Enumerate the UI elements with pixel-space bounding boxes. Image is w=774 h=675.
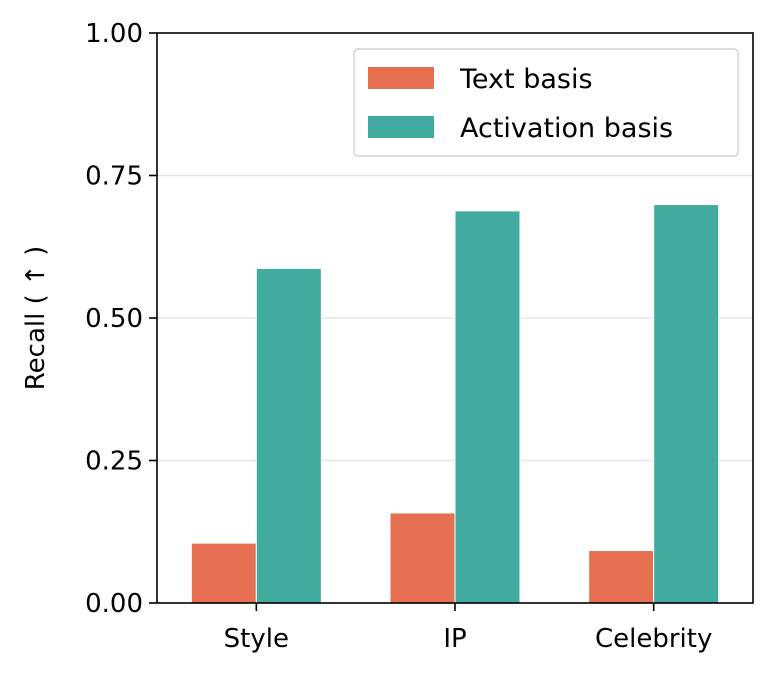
- bar-text-basis-style: [190, 542, 257, 604]
- y-tick-label: 0.25: [85, 447, 143, 477]
- legend: Text basis Activation basis: [353, 48, 739, 157]
- y-axis-ticks: 0.00 0.25 0.50 0.75 1.00: [85, 19, 157, 619]
- y-tick-label: 0.75: [85, 162, 143, 192]
- y-tick-label: 1.00: [85, 19, 143, 49]
- legend-label: Activation basis: [460, 113, 673, 144]
- bar-activation-basis-style: [255, 267, 322, 604]
- bar-activation-basis-ip: [454, 210, 521, 604]
- bars: [190, 204, 720, 604]
- x-tick-label: Style: [224, 624, 289, 654]
- bar-text-basis-celebrity: [588, 550, 655, 604]
- x-tick-label: Celebrity: [595, 624, 712, 654]
- x-axis-ticks: Style IP Celebrity: [224, 603, 712, 654]
- legend-box: [353, 48, 739, 157]
- y-tick-label: 0.50: [85, 304, 143, 334]
- legend-label: Text basis: [459, 64, 593, 95]
- bar-activation-basis-celebrity: [653, 204, 720, 604]
- bar-text-basis-ip: [389, 512, 456, 604]
- y-tick-label: 0.00: [85, 589, 143, 619]
- legend-swatch: [368, 67, 434, 89]
- x-tick-label: IP: [443, 624, 466, 654]
- y-axis-label: Recall ( ↑ ): [21, 246, 51, 390]
- legend-swatch: [368, 116, 434, 138]
